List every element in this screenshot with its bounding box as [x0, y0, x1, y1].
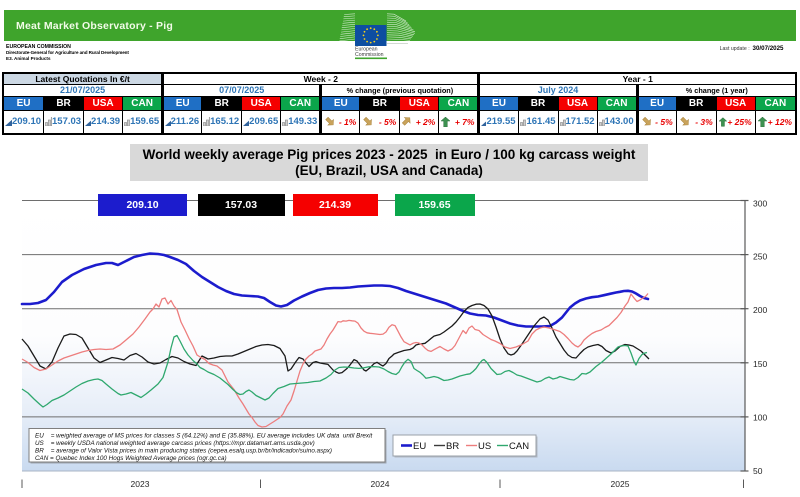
svg-text:250: 250 [753, 252, 767, 262]
svg-text:CAN: CAN [509, 441, 529, 452]
svg-text:CAN = Quebec Index 100 Hogs We: CAN = Quebec Index 100 Hogs Weighted Ave… [35, 455, 227, 462]
svg-text:EU: EU [413, 441, 426, 452]
svg-text:2024: 2024 [371, 479, 390, 489]
svg-text:US = weekly USDA national w: US = weekly USDA national weighted avera… [35, 440, 315, 447]
svg-text:100: 100 [753, 412, 767, 422]
svg-text:BR: BR [446, 441, 459, 452]
svg-text:European: European [355, 47, 378, 53]
svg-text:Commission: Commission [355, 52, 384, 58]
svg-text:US: US [478, 441, 491, 452]
svg-text:2025: 2025 [611, 479, 630, 489]
svg-text:150: 150 [753, 359, 767, 369]
svg-text:50: 50 [753, 466, 763, 476]
svg-text:BR = average of Valor Vista: BR = average of Valor Vista prices in ma… [35, 448, 332, 455]
svg-text:300: 300 [753, 199, 767, 209]
svg-text:EU = weighted average of MS: EU = weighted average of MS prices for c… [35, 433, 372, 440]
svg-text:2023: 2023 [131, 479, 150, 489]
svg-text:200: 200 [753, 305, 767, 315]
